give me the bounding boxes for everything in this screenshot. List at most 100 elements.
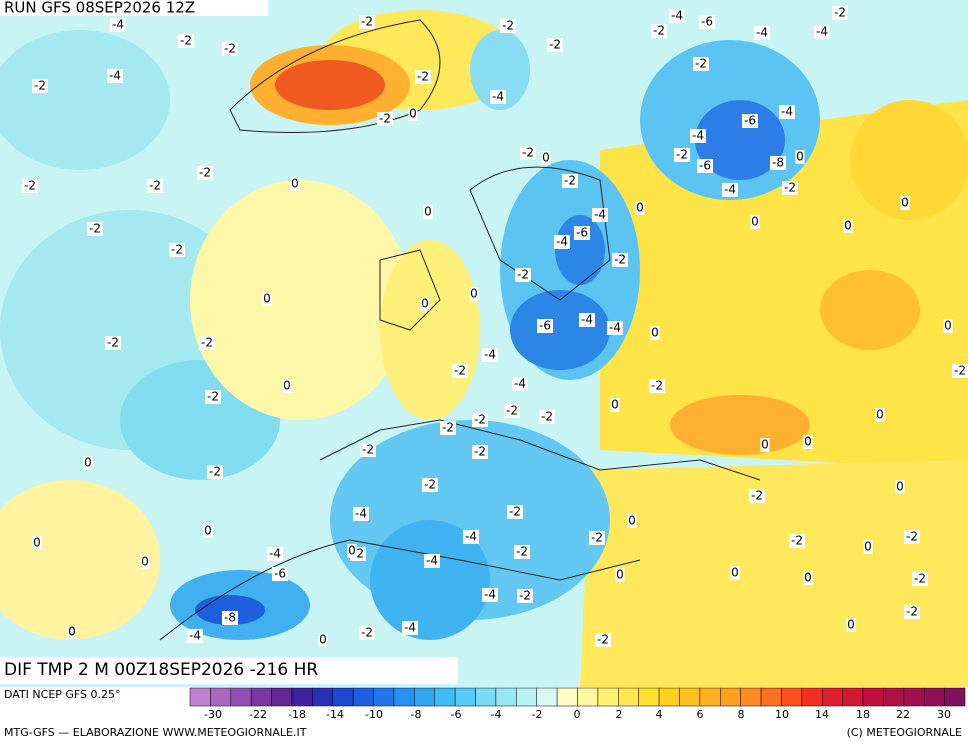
contour-label-bg <box>592 208 608 222</box>
colorbar-swatch <box>230 687 252 707</box>
contour-label-bg <box>607 321 623 335</box>
contour-label-bg <box>789 534 805 548</box>
contour-label-bg <box>347 544 357 558</box>
contour-label: -2 <box>614 253 626 267</box>
contour-label-bg <box>690 129 706 143</box>
contour-label-bg <box>472 445 488 459</box>
contour-label-bg <box>87 222 103 236</box>
contour-label-bg <box>272 567 288 581</box>
contour-label: 0 <box>864 540 872 554</box>
contour-label-bg <box>422 478 438 492</box>
contour-label-bg <box>147 179 163 193</box>
contour-label: -6 <box>274 567 286 581</box>
colorbar-swatch <box>903 687 925 707</box>
contour-label-bg <box>178 34 194 48</box>
contour-label-bg <box>359 626 375 640</box>
contour-label-bg <box>554 235 570 249</box>
contour-label-bg <box>424 554 440 568</box>
contour-label: -8 <box>224 611 236 625</box>
contour-label-bg <box>415 70 431 84</box>
contour-label: 0 <box>804 571 812 585</box>
contour-label-bg <box>520 146 536 160</box>
contour-label-bg <box>32 79 48 93</box>
colorbar-swatch <box>760 687 782 707</box>
contour-label-bg <box>105 336 121 350</box>
run-title: RUN GFS 08SEP2026 12Z <box>4 0 195 17</box>
contour-label: -2 <box>442 421 454 435</box>
contour-label: -2 <box>914 572 926 586</box>
contour-label: 0 <box>876 408 884 422</box>
contour-label: 0 <box>761 438 769 452</box>
colorbar-tick-label: 22 <box>896 708 910 721</box>
colorbar-tick-label: 0 <box>574 708 581 721</box>
colorbar-tick-label: -10 <box>365 708 383 721</box>
contour-label-bg <box>742 114 758 128</box>
contour-label-bg <box>612 253 628 267</box>
colorbar-swatch <box>352 687 374 707</box>
contour-label: -2 <box>361 626 373 640</box>
contour-label-bg <box>318 633 328 647</box>
contour-label-bg <box>377 112 393 126</box>
contour-label: 0 <box>611 398 619 412</box>
contour-label: 0 <box>470 287 478 301</box>
contour-label: -4 <box>581 313 593 327</box>
contour-label-bg <box>846 618 856 632</box>
colorbar-swatch <box>923 687 945 707</box>
contour-label: 0 <box>409 107 417 121</box>
contour-label-bg <box>579 313 595 327</box>
colorbar-swatch <box>740 687 762 707</box>
contour-label: 0 <box>628 514 636 528</box>
contour-label: -2 <box>361 15 373 29</box>
contour-label: -4 <box>692 129 704 143</box>
contour-label: -2 <box>474 413 486 427</box>
contour-label-bg <box>107 69 123 83</box>
contour-label-bg <box>635 201 645 215</box>
colorbar-tick-label: -4 <box>491 708 502 721</box>
contour-label-bg <box>359 15 375 29</box>
contour-label-bg <box>730 566 740 580</box>
contour-label-bg <box>722 183 738 197</box>
colorbar-tick-label: 10 <box>775 708 789 721</box>
contour-label-bg <box>512 377 528 391</box>
colorbar-swatch <box>210 687 232 707</box>
contour-label-bg <box>895 480 905 494</box>
contour-label: 0 <box>731 566 739 580</box>
contour-label-bg <box>749 489 765 503</box>
contour-label-bg <box>203 524 213 538</box>
contour-label-bg <box>408 107 418 121</box>
colorbar-swatch <box>821 687 843 707</box>
contour-label: -4 <box>492 90 504 104</box>
contour-label: -8 <box>772 156 784 170</box>
contour-label-bg <box>782 181 798 195</box>
contour-label-bg <box>537 319 553 333</box>
run-box <box>0 0 268 16</box>
contour-label: 0 <box>204 524 212 538</box>
colorbar-tick-label: 2 <box>616 708 623 721</box>
contour-labels: -4 -2 -2 -4 -2 -2 -2 -2 0 -2 -2 0 -2 -2 0 -2 0 -2 0 0 0 0 -4 -6… <box>22 6 968 647</box>
colorbar-swatch <box>434 687 456 707</box>
colorbar-swatch <box>883 687 905 707</box>
contour-label-bg <box>699 15 715 29</box>
contour-label-bg <box>282 379 292 393</box>
contour-label-bg <box>832 6 848 20</box>
colorbar-tick-label: -8 <box>411 708 422 721</box>
contour-label: -2 <box>180 34 192 48</box>
contour-label: 0 <box>542 151 550 165</box>
colorbar-swatch <box>271 687 293 707</box>
contour-label: 0 <box>141 555 149 569</box>
footer-right: (C) METEOGIORNALE <box>847 726 962 739</box>
contour-label-bg <box>650 326 660 340</box>
colorbar-swatch <box>516 687 537 707</box>
contour-label-bg <box>83 456 93 470</box>
contour-label-bg <box>814 25 830 39</box>
colorbar-swatch <box>373 687 395 707</box>
contour-label: 0 <box>901 196 909 210</box>
contour-label-bg <box>863 540 873 554</box>
contour-label: -4 <box>756 26 768 40</box>
contour-label: 0 <box>33 536 41 550</box>
contour-label-bg <box>875 408 885 422</box>
contour-label: -2 <box>676 148 688 162</box>
contour-label-bg <box>500 19 516 33</box>
